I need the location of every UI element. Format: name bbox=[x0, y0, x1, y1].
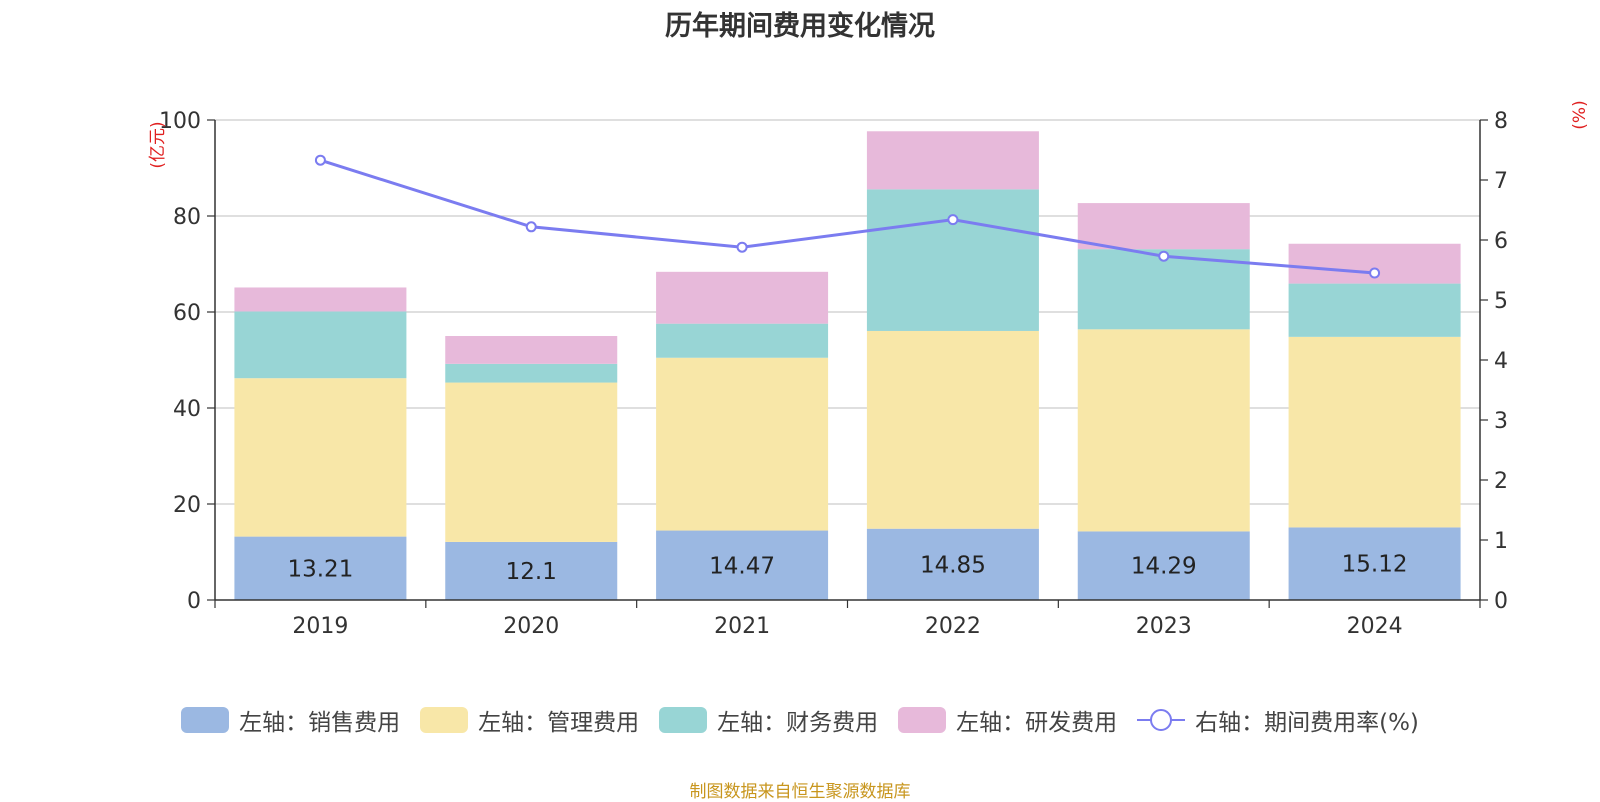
rate-point bbox=[947, 214, 959, 226]
legend-swatch-finance bbox=[659, 707, 708, 733]
x-tick-label: 2019 bbox=[292, 614, 348, 639]
right-tick-label: 8 bbox=[1494, 109, 1508, 134]
bar-rd bbox=[1077, 203, 1250, 250]
bar-sales bbox=[445, 541, 618, 600]
legend-label-rate: 右轴：期间费用率(%) bbox=[1195, 710, 1419, 736]
left-tick-label: 40 bbox=[173, 397, 201, 422]
left-tick-label: 100 bbox=[159, 109, 201, 134]
left-tick-label: 80 bbox=[173, 205, 201, 230]
x-tick-label: 2020 bbox=[503, 614, 559, 639]
legend-item-finance[interactable]: 左轴：财务费用 bbox=[659, 703, 878, 737]
bars bbox=[234, 131, 1461, 600]
bar-sales bbox=[1077, 531, 1250, 600]
right-tick-label: 7 bbox=[1494, 169, 1508, 194]
legend-swatch-rd bbox=[898, 707, 947, 733]
x-tick-label: 2024 bbox=[1347, 614, 1403, 639]
rate-line bbox=[314, 154, 1381, 279]
chart-title: 历年期间费用变化情况 bbox=[665, 11, 935, 42]
legend-item-rate[interactable]: 右轴：期间费用率(%) bbox=[1137, 703, 1419, 737]
legend-label-sales: 左轴：销售费用 bbox=[239, 710, 401, 736]
right-tick-label: 4 bbox=[1494, 349, 1508, 374]
legend-line-icon bbox=[1137, 709, 1186, 731]
legend-item-admin[interactable]: 左轴：管理费用 bbox=[420, 703, 639, 737]
bar-rd bbox=[445, 336, 618, 364]
right-tick-label: 6 bbox=[1494, 229, 1508, 254]
legend-label-rd: 左轴：研发费用 bbox=[956, 710, 1118, 736]
left-tick-label: 0 bbox=[187, 589, 201, 614]
legend: 左轴：销售费用 左轴：管理费用 左轴：财务费用 左轴：研发费用 右轴：期间费用率… bbox=[0, 700, 1600, 740]
legend-label-admin: 左轴：管理费用 bbox=[478, 710, 640, 736]
axes bbox=[207, 119, 1488, 608]
bar-labels: 13.21 12.1 14.47 14.85 14.29 15.12 bbox=[287, 552, 1407, 585]
bar-data-label: 15.12 bbox=[1342, 552, 1408, 578]
right-tick-label: 5 bbox=[1494, 289, 1508, 314]
bar-sales bbox=[866, 528, 1039, 600]
bar-data-label: 13.21 bbox=[287, 556, 353, 582]
legend-item-sales[interactable]: 左轴：销售费用 bbox=[181, 703, 400, 737]
bar-data-label: 14.29 bbox=[1131, 554, 1197, 580]
right-axis-unit: (%) bbox=[1570, 100, 1590, 129]
legend-swatch-sales bbox=[181, 707, 230, 733]
right-tick-label: 3 bbox=[1494, 409, 1508, 434]
bar-admin bbox=[1288, 336, 1461, 528]
bar-admin bbox=[445, 382, 618, 542]
chart-canvas: 13.21 12.1 14.47 14.85 14.29 15.12 0204060801… bbox=[148, 100, 1590, 639]
bar-finance bbox=[1077, 249, 1250, 330]
right-tick-label: 0 bbox=[1494, 589, 1508, 614]
legend-label-finance: 左轴：财务费用 bbox=[717, 710, 879, 736]
bar-admin bbox=[234, 378, 407, 537]
x-tick-label: 2021 bbox=[714, 614, 770, 639]
bar-finance bbox=[445, 363, 618, 383]
legend-swatch-admin bbox=[420, 707, 469, 733]
bar-data-label: 12.1 bbox=[506, 559, 557, 585]
bar-admin bbox=[866, 330, 1039, 529]
bar-rd bbox=[234, 287, 407, 312]
bar-finance bbox=[234, 311, 407, 379]
bar-data-label: 14.47 bbox=[709, 553, 775, 579]
left-tick-label: 20 bbox=[173, 493, 201, 518]
left-axis-unit: (亿元) bbox=[148, 121, 168, 168]
bar-sales bbox=[234, 536, 407, 600]
bar-sales bbox=[1288, 527, 1461, 600]
bar-finance bbox=[866, 189, 1039, 331]
rate-point bbox=[314, 154, 326, 166]
rate-line-path bbox=[319, 158, 1375, 275]
data-source-note: 制图数据来自恒生聚源数据库 bbox=[689, 782, 911, 802]
bar-finance bbox=[656, 323, 829, 358]
x-tick-label: 2023 bbox=[1136, 614, 1192, 639]
bar-finance bbox=[1288, 283, 1461, 337]
bar-rd bbox=[656, 271, 829, 324]
bar-admin bbox=[1077, 329, 1250, 532]
grid-lines bbox=[215, 119, 1480, 505]
bar-rd bbox=[866, 131, 1039, 190]
rate-point bbox=[1369, 267, 1381, 279]
bar-admin bbox=[656, 357, 829, 531]
bar-data-label: 14.85 bbox=[920, 552, 986, 578]
x-tick-label: 2022 bbox=[925, 614, 981, 639]
bar-sales bbox=[656, 530, 829, 600]
tick-labels: 0 20 40 60 80 100 0 1 2 3 4 5 6 7 8 2019 2020 2021 2022 202… bbox=[159, 109, 1508, 639]
rate-point bbox=[1158, 250, 1170, 262]
legend-item-rd[interactable]: 左轴：研发费用 bbox=[898, 703, 1117, 737]
right-tick-label: 1 bbox=[1494, 529, 1508, 554]
right-tick-label: 2 bbox=[1494, 469, 1508, 494]
rate-point bbox=[736, 241, 748, 253]
left-tick-label: 60 bbox=[173, 301, 201, 326]
rate-point bbox=[525, 221, 537, 233]
